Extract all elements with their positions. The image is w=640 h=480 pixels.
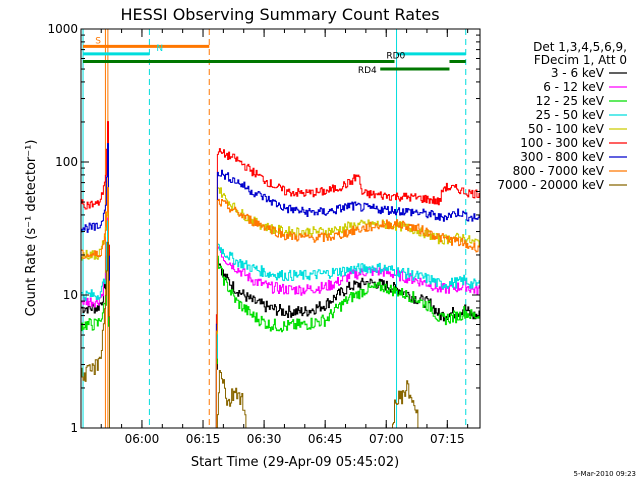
chart-title: HESSI Observing Summary Count Rates bbox=[120, 5, 439, 24]
x-tick-label-3: 06:45 bbox=[308, 432, 343, 446]
flag-label-0: S bbox=[95, 36, 101, 46]
plot-inner: S N RD0 RD4 bbox=[81, 29, 480, 428]
flag-label-5: RD4 bbox=[358, 66, 377, 76]
legend-header-0: Det 1,3,4,5,6,9, bbox=[533, 40, 627, 54]
footer-date: 5-Mar-2010 09:23 bbox=[574, 470, 636, 478]
flag-label-1: N bbox=[156, 44, 163, 54]
x-axis-label: Start Time (29-Apr-09 05:45:02) bbox=[191, 455, 399, 470]
y-tick-label-3: 1000 bbox=[47, 22, 78, 36]
legend-entry-1: 6 - 12 keV bbox=[543, 80, 605, 94]
legend-entry-3: 25 - 50 keV bbox=[536, 108, 605, 122]
series-line-1 bbox=[81, 217, 480, 428]
legend-entry-6: 300 - 800 keV bbox=[520, 150, 604, 164]
x-tick-label-1: 06:15 bbox=[186, 432, 221, 446]
y-tick-label-1: 10 bbox=[63, 288, 78, 302]
legend-entry-8: 7000 - 20000 keV bbox=[497, 178, 604, 192]
plot-frame bbox=[80, 28, 481, 429]
legend-entry-0: 3 - 6 keV bbox=[551, 66, 605, 80]
legend-entry-5: 100 - 300 keV bbox=[520, 136, 604, 150]
series-line-4 bbox=[81, 187, 480, 428]
series-line-3 bbox=[81, 220, 480, 428]
plot-area: S N RD0 RD4 bbox=[81, 29, 480, 428]
x-tick-label-5: 07:15 bbox=[430, 432, 465, 446]
series-line-8 bbox=[81, 241, 420, 428]
y-axis-label: Count Rate (s⁻¹ detector⁻¹) bbox=[24, 140, 39, 317]
legend: Det 1,3,4,5,6,9,FDecim 1, Att 03 - 6 keV… bbox=[497, 40, 627, 192]
y-tick-label-2: 100 bbox=[55, 155, 78, 169]
series-line-6 bbox=[81, 143, 480, 428]
series-line-7 bbox=[81, 187, 480, 428]
series-line-5 bbox=[81, 121, 480, 428]
y-tick-label-0: 1 bbox=[70, 421, 78, 435]
series-line-2 bbox=[81, 244, 480, 428]
axes: 06:00 06:15 06:30 06:45 07:00 07:15 1 10 100 1000 bbox=[47, 22, 481, 446]
legend-header-1: FDecim 1, Att 0 bbox=[534, 53, 627, 67]
x-tick-label-2: 06:30 bbox=[247, 432, 282, 446]
legend-entry-2: 12 - 25 keV bbox=[536, 94, 605, 108]
legend-entry-4: 50 - 100 keV bbox=[528, 122, 605, 136]
x-tick-label-4: 07:00 bbox=[369, 432, 404, 446]
series-line-0 bbox=[81, 221, 480, 428]
legend-entry-7: 800 - 7000 keV bbox=[513, 164, 605, 178]
x-tick-label-0: 06:00 bbox=[125, 432, 160, 446]
flag-label-3: RD0 bbox=[386, 51, 405, 61]
